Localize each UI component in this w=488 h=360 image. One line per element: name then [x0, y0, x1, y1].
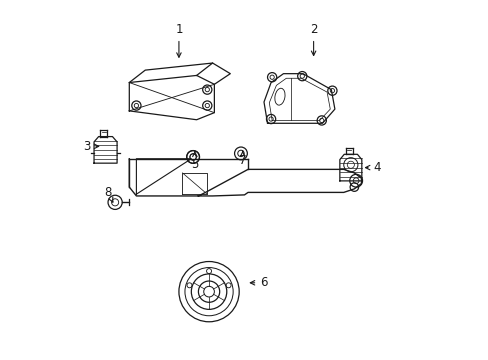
Text: 4: 4: [365, 161, 380, 174]
Text: 7: 7: [239, 151, 246, 167]
Text: 2: 2: [309, 23, 317, 55]
Text: 3: 3: [83, 140, 99, 153]
Text: 6: 6: [250, 276, 267, 289]
Text: 1: 1: [175, 23, 183, 57]
Text: 5: 5: [191, 152, 198, 171]
Text: 8: 8: [104, 186, 113, 202]
